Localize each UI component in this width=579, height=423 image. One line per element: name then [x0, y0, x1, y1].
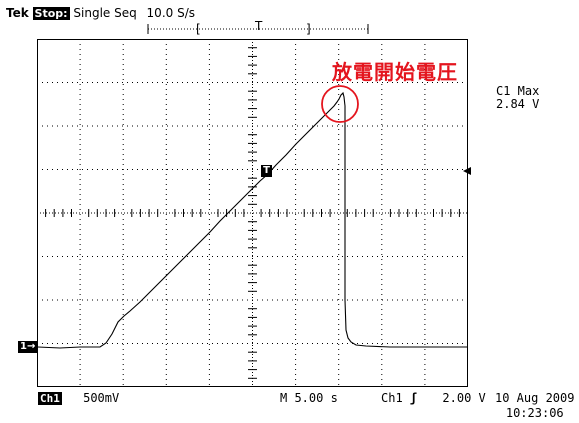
graticule-grid — [37, 39, 468, 387]
svg-text:]: ] — [306, 22, 311, 36]
breakdown-highlight-circle — [321, 85, 359, 123]
measurement-value: 2.84 V — [496, 97, 540, 111]
trigger-point-marker: T — [261, 165, 272, 177]
trigger-level: 2.00 V — [442, 391, 486, 405]
svg-text:[: [ — [196, 22, 201, 36]
channel-scale-readout: Ch1 500mV — [38, 391, 119, 405]
trigger-readout: Ch1 ʃ 2.00 V — [381, 391, 486, 405]
acquisition-mode: Single Seq — [73, 6, 137, 20]
trigger-position-marker: T — [255, 19, 263, 33]
timestamp: 10 Aug 2009 10:23:06 — [495, 391, 574, 421]
channel-badge: Ch1 — [38, 392, 62, 405]
status-bar: Tek Stop: Single Seq 10.0 S/s — [6, 6, 195, 20]
measurement-readout: C1 Max 2.84 V — [496, 85, 539, 111]
measurement-label: C1 Max — [496, 84, 540, 98]
annotation-label: 放電開始電圧 — [332, 60, 458, 84]
timebase-readout: M 5.00 s — [280, 391, 338, 405]
vertical-scale: 500mV — [83, 391, 120, 405]
trigger-slope-icon: ʃ — [409, 391, 418, 405]
sample-rate: 10.0 S/s — [146, 6, 195, 20]
record-position-indicator: [ ] — [147, 22, 369, 36]
acquisition-state-badge: Stop: — [32, 7, 70, 20]
graticule — [37, 39, 468, 387]
brand-label: Tek — [6, 6, 29, 20]
timestamp-date: 10 Aug 2009 — [495, 391, 575, 405]
channel-reference-marker: 1→ — [18, 341, 38, 353]
trigger-source: Ch1 — [381, 391, 403, 405]
trigger-level-arrow-icon — [463, 167, 471, 175]
timestamp-time: 10:23:06 — [505, 406, 564, 420]
